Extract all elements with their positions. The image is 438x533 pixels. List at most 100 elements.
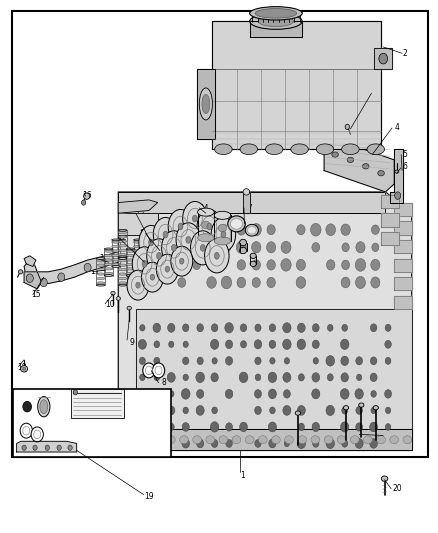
Circle shape <box>226 423 233 431</box>
Circle shape <box>255 324 261 332</box>
Circle shape <box>139 390 146 398</box>
Circle shape <box>267 277 276 288</box>
Circle shape <box>31 427 43 442</box>
Ellipse shape <box>180 436 188 443</box>
Circle shape <box>298 374 304 381</box>
Circle shape <box>385 357 391 365</box>
Ellipse shape <box>104 259 113 261</box>
Ellipse shape <box>112 250 120 252</box>
Polygon shape <box>136 309 412 450</box>
Ellipse shape <box>127 270 149 300</box>
Ellipse shape <box>116 296 120 301</box>
Text: X2: X2 <box>16 426 23 431</box>
Circle shape <box>340 422 349 432</box>
Ellipse shape <box>197 209 222 244</box>
Ellipse shape <box>285 436 293 443</box>
Text: 16: 16 <box>82 191 92 199</box>
Circle shape <box>340 339 349 350</box>
Ellipse shape <box>232 436 241 443</box>
Ellipse shape <box>126 263 135 265</box>
Ellipse shape <box>141 254 150 256</box>
Polygon shape <box>24 256 36 266</box>
Ellipse shape <box>118 284 127 286</box>
Circle shape <box>340 389 349 399</box>
Circle shape <box>145 366 152 375</box>
Ellipse shape <box>202 94 210 114</box>
Ellipse shape <box>112 245 120 248</box>
Text: 2: 2 <box>403 49 408 58</box>
Circle shape <box>84 263 91 272</box>
Circle shape <box>183 374 188 381</box>
Circle shape <box>154 374 159 381</box>
Ellipse shape <box>171 245 177 251</box>
Circle shape <box>341 277 350 288</box>
Text: 12: 12 <box>99 254 109 263</box>
Text: 20: 20 <box>392 484 402 493</box>
Ellipse shape <box>40 400 48 414</box>
Ellipse shape <box>104 272 113 274</box>
Polygon shape <box>394 259 412 272</box>
Ellipse shape <box>38 397 50 417</box>
Ellipse shape <box>112 239 120 241</box>
Circle shape <box>236 241 247 254</box>
Circle shape <box>252 260 261 270</box>
Circle shape <box>169 341 174 348</box>
Ellipse shape <box>245 436 254 443</box>
Ellipse shape <box>240 247 247 254</box>
Ellipse shape <box>141 240 150 243</box>
Ellipse shape <box>96 284 105 286</box>
Ellipse shape <box>141 256 150 258</box>
Circle shape <box>68 445 72 450</box>
Bar <box>12 11 428 457</box>
Ellipse shape <box>345 124 350 130</box>
Circle shape <box>33 445 37 450</box>
Circle shape <box>326 438 335 449</box>
Ellipse shape <box>118 269 127 271</box>
Ellipse shape <box>245 224 258 236</box>
Circle shape <box>326 224 336 236</box>
Circle shape <box>268 422 276 432</box>
Circle shape <box>283 373 291 382</box>
Ellipse shape <box>134 259 142 261</box>
Ellipse shape <box>127 306 131 310</box>
Ellipse shape <box>250 7 302 20</box>
Ellipse shape <box>332 152 338 157</box>
Circle shape <box>23 426 30 435</box>
Ellipse shape <box>148 239 154 246</box>
Circle shape <box>143 363 155 378</box>
Ellipse shape <box>250 253 256 259</box>
Circle shape <box>240 341 247 348</box>
Circle shape <box>255 440 261 447</box>
Ellipse shape <box>111 291 115 295</box>
Ellipse shape <box>96 269 105 271</box>
Ellipse shape <box>337 436 346 443</box>
Circle shape <box>312 373 320 382</box>
Polygon shape <box>394 240 412 253</box>
Ellipse shape <box>311 436 320 443</box>
Circle shape <box>326 405 335 416</box>
Ellipse shape <box>258 16 293 27</box>
Bar <box>13 389 171 457</box>
Circle shape <box>312 243 320 252</box>
Circle shape <box>356 423 363 431</box>
Circle shape <box>20 423 32 438</box>
Ellipse shape <box>132 247 157 281</box>
Ellipse shape <box>199 88 212 120</box>
Circle shape <box>196 406 204 415</box>
Ellipse shape <box>84 193 90 199</box>
Circle shape <box>207 259 216 271</box>
Ellipse shape <box>198 233 214 242</box>
Polygon shape <box>197 69 215 139</box>
Circle shape <box>226 440 232 447</box>
Circle shape <box>140 374 145 381</box>
Ellipse shape <box>134 263 142 265</box>
Polygon shape <box>394 221 412 235</box>
Ellipse shape <box>73 390 78 395</box>
Circle shape <box>152 363 165 378</box>
Ellipse shape <box>218 224 227 232</box>
Polygon shape <box>250 21 302 37</box>
Ellipse shape <box>150 274 155 280</box>
Circle shape <box>385 341 391 348</box>
Ellipse shape <box>163 231 168 238</box>
Ellipse shape <box>255 9 297 18</box>
